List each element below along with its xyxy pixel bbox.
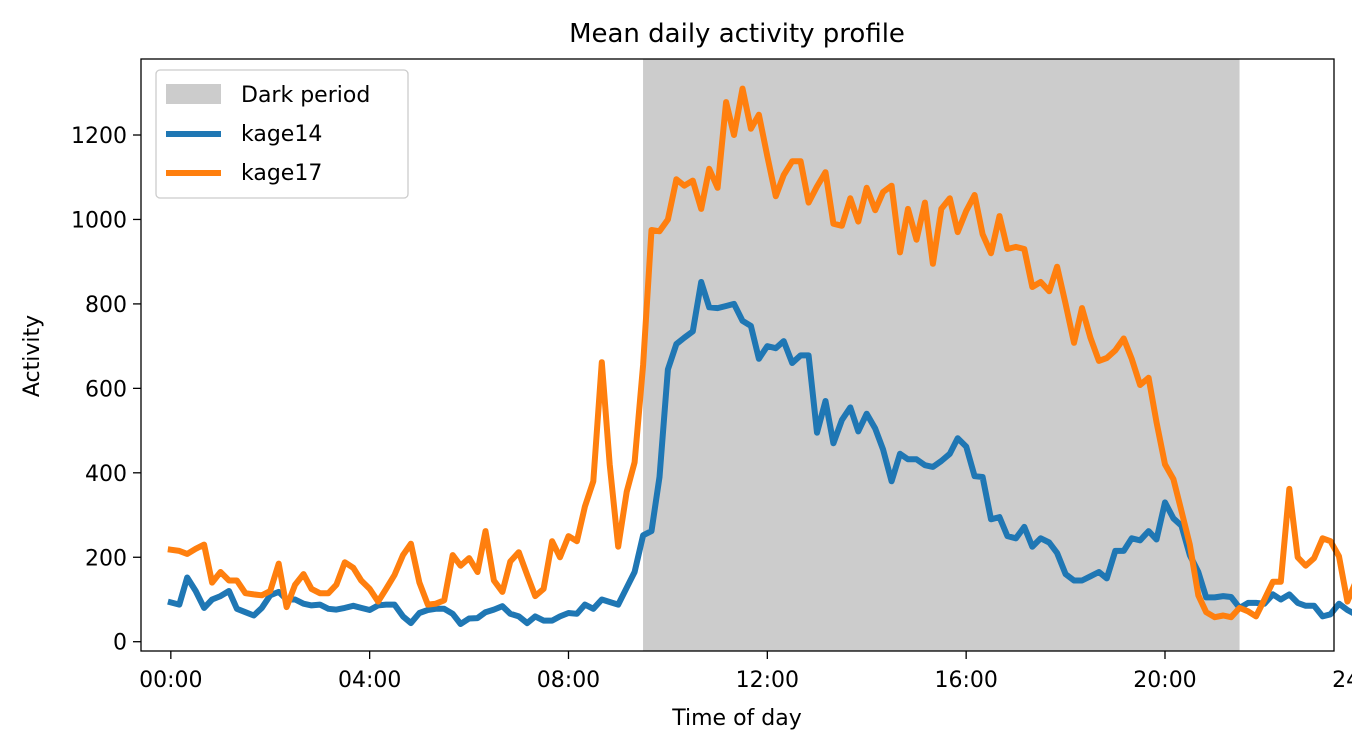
chart-title: Mean daily activity profile (569, 19, 905, 49)
x-axis-label: Time of day (671, 706, 802, 731)
y-tick-label: 1000 (71, 208, 127, 233)
x-tick-label: 00:00 (139, 668, 202, 693)
legend-label-kage14: kage14 (241, 122, 322, 147)
y-tick-label: 0 (113, 631, 127, 656)
axes-frame (140, 58, 1335, 652)
legend: Dark period kage14 kage17 (155, 69, 409, 199)
x-tick-label: 12:00 (736, 668, 799, 693)
legend-label-dark-period: Dark period (241, 83, 370, 108)
plot-area (140, 58, 1352, 652)
dark-period-band (643, 59, 1240, 651)
x-tick-label: 04:00 (338, 668, 401, 693)
series-line-kage17 (167, 85, 1352, 621)
legend-label-kage17: kage17 (241, 161, 322, 186)
series-line-kage14 (167, 279, 1352, 627)
y-tick-label: 800 (85, 293, 127, 318)
y-tick-label: 1200 (71, 124, 127, 149)
y-tick-label: 400 (85, 462, 127, 487)
legend-swatch-dark-period (166, 84, 221, 104)
x-tick-label: 08:00 (537, 668, 600, 693)
x-tick-label: 24:00 (1332, 668, 1352, 693)
x-tick-label: 20:00 (1133, 668, 1196, 693)
y-axis: 0 200 400 600 800 1000 1200 (71, 124, 141, 656)
series-layer (167, 85, 1352, 627)
y-tick-label: 600 (85, 377, 127, 402)
x-axis: 00:00 04:00 08:00 12:00 16:00 20:00 24:00 (139, 651, 1352, 693)
y-tick-label: 200 (85, 546, 127, 571)
x-tick-label: 16:00 (934, 668, 997, 693)
y-axis-label: Activity (20, 315, 45, 397)
